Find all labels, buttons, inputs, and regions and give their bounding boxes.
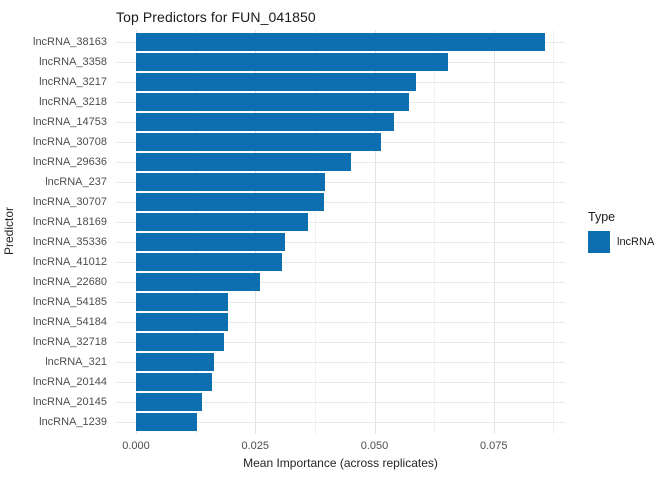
y-tick-label: lncRNA_54184	[33, 316, 107, 328]
y-tick-label: lncRNA_321	[45, 356, 107, 368]
bar-lncRNA_29636	[136, 153, 352, 171]
x-gridline-minor	[434, 30, 436, 434]
y-tick-label: lncRNA_32718	[33, 336, 107, 348]
y-tick-label: lncRNA_41012	[33, 256, 107, 268]
bar-lncRNA_54185	[136, 293, 229, 311]
y-tick-label: lncRNA_30708	[33, 136, 107, 148]
bar-lncRNA_38163	[136, 33, 545, 51]
y-gridline-major	[116, 342, 565, 343]
y-gridline-major	[116, 182, 565, 183]
x-axis-title: Mean Importance (across replicates)	[243, 456, 438, 470]
bar-lncRNA_41012	[136, 253, 282, 271]
y-tick-label: lncRNA_38163	[33, 36, 107, 48]
x-gridline-major	[136, 30, 137, 434]
x-tick-label: 0.025	[241, 440, 270, 452]
chart-title: Top Predictors for FUN_041850	[116, 9, 316, 25]
y-tick-label: lncRNA_20145	[33, 396, 107, 408]
legend-entry: lncRNA	[588, 231, 654, 253]
x-tick-label: 0.000	[122, 440, 150, 452]
bar-lncRNA_30708	[136, 133, 382, 151]
y-tick-label: lncRNA_3358	[39, 56, 107, 68]
bar-lncRNA_22680	[136, 273, 260, 291]
y-gridline-major	[116, 422, 565, 423]
legend-key-swatch	[588, 231, 610, 253]
x-tick-label: 0.075	[479, 440, 508, 452]
y-gridline-major	[116, 402, 565, 403]
y-gridline-major	[116, 362, 565, 363]
x-gridline-major	[493, 30, 495, 434]
y-tick-label: lncRNA_35336	[33, 236, 107, 248]
bar-lncRNA_3358	[136, 53, 448, 71]
bar-lncRNA_237	[136, 173, 325, 191]
bar-lncRNA_20144	[136, 373, 212, 391]
x-gridline-major	[374, 30, 376, 434]
y-tick-label: lncRNA_3217	[39, 76, 107, 88]
bar-lncRNA_3218	[136, 93, 409, 111]
y-tick-label: lncRNA_30707	[33, 196, 107, 208]
bar-lncRNA_35336	[136, 233, 285, 251]
bar-lncRNA_54184	[136, 313, 228, 331]
y-gridline-major	[116, 202, 565, 203]
x-gridline-minor	[314, 30, 316, 434]
plot-panel	[116, 30, 565, 434]
y-gridline-major	[116, 302, 565, 303]
bar-lncRNA_30707	[136, 193, 324, 211]
legend: Type lncRNA	[588, 210, 654, 253]
y-tick-label: lncRNA_237	[45, 176, 107, 188]
y-tick-label: lncRNA_18169	[33, 216, 107, 228]
x-gridline-major	[255, 30, 257, 434]
bar-lncRNA_32718	[136, 333, 224, 351]
y-tick-label: lncRNA_20144	[33, 376, 107, 388]
x-gridline-minor	[553, 30, 555, 434]
legend-label: lncRNA	[617, 236, 655, 248]
y-tick-label: lncRNA_22680	[33, 276, 107, 288]
y-tick-label: lncRNA_3218	[39, 96, 107, 108]
y-gridline-major	[116, 262, 565, 263]
bar-lncRNA_321	[136, 353, 214, 371]
y-gridline-major	[116, 382, 565, 383]
bar-lncRNA_1239	[136, 413, 197, 431]
y-gridline-major	[116, 322, 565, 323]
bar-lncRNA_14753	[136, 113, 395, 131]
y-tick-label: lncRNA_14753	[33, 116, 107, 128]
legend-title: Type	[588, 210, 616, 224]
y-gridline-major	[116, 222, 565, 223]
bar-lncRNA_20145	[136, 393, 202, 411]
bar-lncRNA_3217	[136, 73, 416, 91]
y-tick-label: lncRNA_54185	[33, 296, 107, 308]
y-tick-label: lncRNA_1239	[39, 416, 107, 428]
y-tick-label: lncRNA_29636	[33, 156, 107, 168]
y-gridline-major	[116, 242, 565, 243]
y-gridline-major	[116, 282, 565, 283]
x-gridline-minor	[195, 30, 197, 434]
bar-lncRNA_18169	[136, 213, 309, 231]
x-tick-label: 0.050	[360, 440, 389, 452]
